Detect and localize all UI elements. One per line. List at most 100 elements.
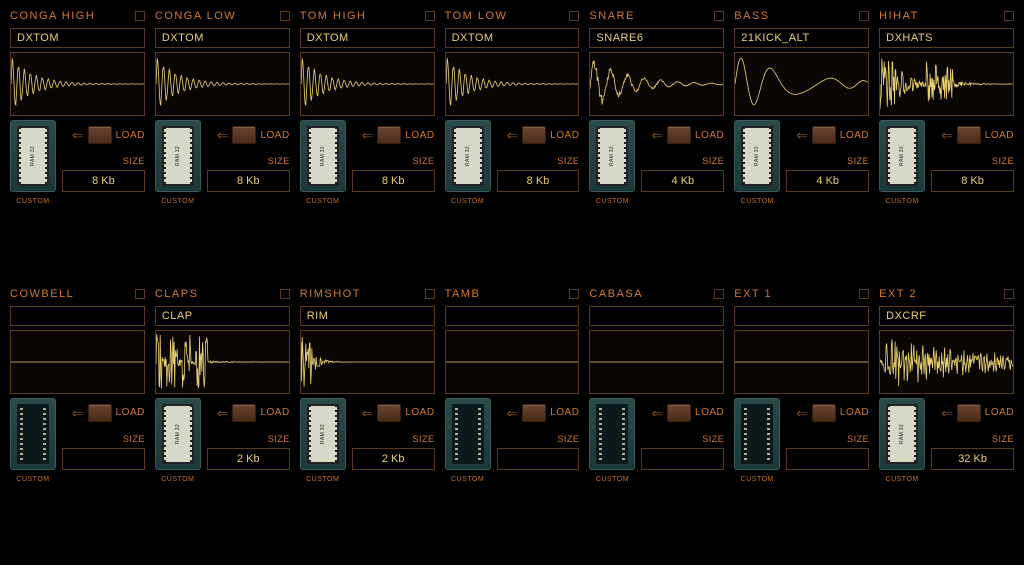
indicator-box <box>569 289 579 299</box>
size-label: SIZE <box>497 434 580 444</box>
load-button[interactable] <box>232 404 256 422</box>
slot-controls: RAM 32 CUSTOM ⇐ LOAD SIZE 8 Kb <box>155 120 290 212</box>
custom-label: CUSTOM <box>741 476 774 483</box>
size-label: SIZE <box>786 156 869 166</box>
sample-name-field[interactable]: DXCRF <box>879 306 1014 326</box>
drum-slot: HIHAT DXHATS RAM 32 CUSTOM ⇐ LOAD SIZE 8… <box>875 6 1018 282</box>
chip-socket[interactable] <box>734 398 780 470</box>
size-value <box>62 448 145 470</box>
slot-controls: CUSTOM ⇐ LOAD SIZE <box>445 398 580 490</box>
load-button[interactable] <box>667 404 691 422</box>
slot-controls: CUSTOM ⇐ LOAD SIZE <box>10 398 145 490</box>
slot-header: CABASA <box>589 286 724 302</box>
arrow-left-icon: ⇐ <box>796 128 808 142</box>
slot-controls: RAM 32 CUSTOM ⇐ LOAD SIZE 4 Kb <box>589 120 724 212</box>
load-button[interactable] <box>88 404 112 422</box>
rom-chip-loaded: RAM 32 <box>307 404 339 464</box>
size-label: SIZE <box>641 156 724 166</box>
load-label: LOAD <box>116 130 145 141</box>
load-button[interactable] <box>522 404 546 422</box>
sample-name-field[interactable]: CLAP <box>155 306 290 326</box>
size-value: 2 Kb <box>352 448 435 470</box>
sample-name-field[interactable]: DXHATS <box>879 28 1014 48</box>
sample-name-field[interactable]: RIM <box>300 306 435 326</box>
custom-label: CUSTOM <box>16 198 49 205</box>
load-button[interactable] <box>522 126 546 144</box>
load-button[interactable] <box>88 126 112 144</box>
chip-socket[interactable] <box>589 398 635 470</box>
rom-chip-empty <box>452 404 484 464</box>
chip-socket[interactable]: RAM 32 <box>879 120 925 192</box>
arrow-left-icon: ⇐ <box>72 406 84 420</box>
custom-label: CUSTOM <box>596 476 629 483</box>
load-button[interactable] <box>667 126 691 144</box>
chip-text: RAM 32 <box>899 146 905 166</box>
sample-name-field[interactable] <box>445 306 580 326</box>
slot-header: RIMSHOT <box>300 286 435 302</box>
sample-name-field[interactable]: DXTOM <box>10 28 145 48</box>
slot-controls: CUSTOM ⇐ LOAD SIZE <box>734 398 869 490</box>
slot-controls: RAM 32 CUSTOM ⇐ LOAD SIZE 8 Kb <box>300 120 435 212</box>
drum-slot: EXT 2 DXCRF RAM 32 CUSTOM ⇐ LOAD SIZE 32… <box>875 284 1018 560</box>
load-button[interactable] <box>957 126 981 144</box>
indicator-box <box>714 11 724 21</box>
size-label: SIZE <box>931 156 1014 166</box>
slot-header: EXT 2 <box>879 286 1014 302</box>
waveform-display <box>445 330 580 394</box>
arrow-left-icon: ⇐ <box>941 128 953 142</box>
sample-name-field[interactable]: 21KICK_ALT <box>734 28 869 48</box>
chip-socket[interactable]: RAM 32 <box>155 120 201 192</box>
sample-name-field[interactable] <box>734 306 869 326</box>
size-value: 8 Kb <box>931 170 1014 192</box>
sample-name-field[interactable] <box>10 306 145 326</box>
chip-socket[interactable] <box>445 398 491 470</box>
chip-socket[interactable]: RAM 32 <box>879 398 925 470</box>
slot-title: CONGA HIGH <box>10 10 95 22</box>
sample-name-field[interactable]: DXTOM <box>300 28 435 48</box>
drum-slot: CLAPS CLAP RAM 32 CUSTOM ⇐ LOAD SIZE 2 K… <box>151 284 294 560</box>
chip-socket[interactable]: RAM 32 <box>589 120 635 192</box>
indicator-box <box>1004 289 1014 299</box>
indicator-box <box>859 289 869 299</box>
load-button[interactable] <box>377 404 401 422</box>
slot-controls: RAM 32 CUSTOM ⇐ LOAD SIZE 2 Kb <box>155 398 290 490</box>
load-button[interactable] <box>812 126 836 144</box>
rom-chip-loaded: RAM 32 <box>307 126 339 186</box>
waveform-display <box>879 330 1014 394</box>
arrow-left-icon: ⇐ <box>506 128 518 142</box>
sample-name-field[interactable] <box>589 306 724 326</box>
arrow-left-icon: ⇐ <box>217 406 229 420</box>
drum-slot: CONGA HIGH DXTOM RAM 32 CUSTOM ⇐ LOAD SI… <box>6 6 149 282</box>
indicator-box <box>280 289 290 299</box>
load-label: LOAD <box>260 130 289 141</box>
load-label: LOAD <box>405 130 434 141</box>
size-label: SIZE <box>641 434 724 444</box>
slot-controls: RAM 32 CUSTOM ⇐ LOAD SIZE 8 Kb <box>10 120 145 212</box>
chip-socket[interactable]: RAM 32 <box>155 398 201 470</box>
chip-socket[interactable]: RAM 32 <box>445 120 491 192</box>
size-value <box>497 448 580 470</box>
load-button[interactable] <box>957 404 981 422</box>
chip-socket[interactable]: RAM 32 <box>734 120 780 192</box>
load-button[interactable] <box>232 126 256 144</box>
arrow-left-icon: ⇐ <box>217 128 229 142</box>
size-value: 2 Kb <box>207 448 290 470</box>
sample-name-field[interactable]: SNARE6 <box>589 28 724 48</box>
waveform-display <box>155 330 290 394</box>
chip-socket[interactable]: RAM 32 <box>10 120 56 192</box>
drum-slot: RIMSHOT RIM RAM 32 CUSTOM ⇐ LOAD SIZE 2 … <box>296 284 439 560</box>
slot-controls: RAM 32 CUSTOM ⇐ LOAD SIZE 4 Kb <box>734 120 869 212</box>
chip-socket[interactable] <box>10 398 56 470</box>
chip-socket[interactable]: RAM 32 <box>300 120 346 192</box>
chip-socket[interactable]: RAM 32 <box>300 398 346 470</box>
chip-text: RAM 32 <box>30 146 36 166</box>
slot-title: EXT 2 <box>879 288 917 300</box>
load-button[interactable] <box>812 404 836 422</box>
sample-name-field[interactable]: DXTOM <box>155 28 290 48</box>
sample-name-field[interactable]: DXTOM <box>445 28 580 48</box>
rom-chip-empty <box>17 404 49 464</box>
size-value <box>641 448 724 470</box>
load-button[interactable] <box>377 126 401 144</box>
size-value: 4 Kb <box>786 170 869 192</box>
slot-title: CONGA LOW <box>155 10 236 22</box>
